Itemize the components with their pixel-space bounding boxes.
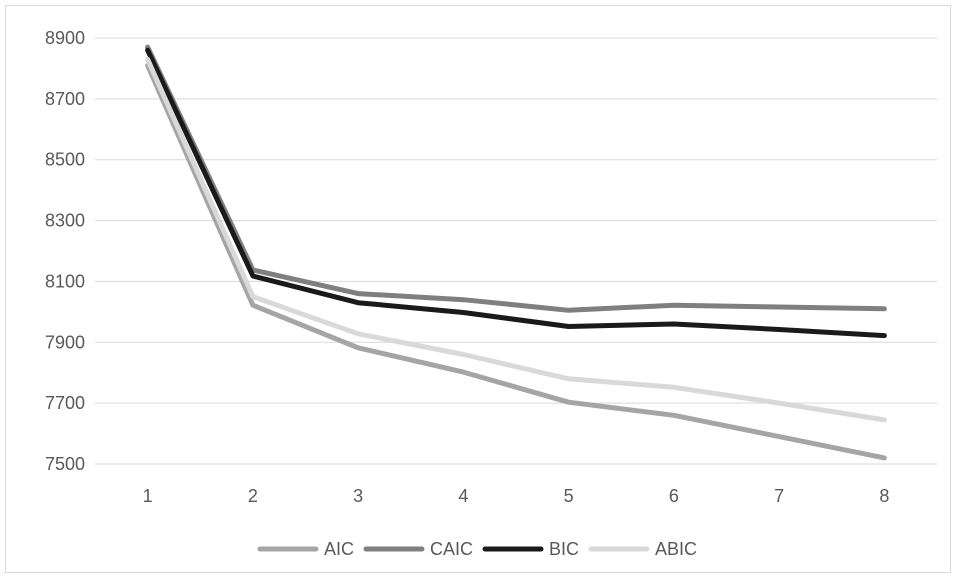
x-tick-label: 1 [143,486,153,506]
x-axis-tick-labels: 1 2 3 4 5 6 7 8 [143,486,890,506]
series-line-bic [145,47,887,339]
x-tick-label: 4 [458,486,468,506]
x-tick-label: 7 [774,486,784,506]
series-line-caic [145,44,887,313]
y-tick-label: 8500 [45,150,85,170]
y-axis-tick-labels: 8900 8700 8500 8300 8100 7900 7700 7500 [45,28,85,474]
legend-label-abic: ABIC [655,539,697,559]
y-tick-label: 8900 [45,28,85,48]
y-tick-label: 8700 [45,89,85,109]
series-line-abic [145,56,887,423]
legend: AIC CAIC BIC ABIC [257,539,697,559]
legend-label-bic: BIC [549,539,579,559]
gridlines [95,37,937,465]
x-tick-label: 8 [879,486,889,506]
y-tick-label: 7500 [45,454,85,474]
x-tick-label: 5 [564,486,574,506]
y-tick-label: 7900 [45,332,85,352]
y-tick-label: 8100 [45,271,85,291]
x-tick-label: 6 [669,486,679,506]
y-tick-label: 8300 [45,211,85,231]
legend-label-aic: AIC [324,539,354,559]
x-tick-label: 3 [353,486,363,506]
series-line-aic [145,62,887,461]
legend-label-caic: CAIC [430,539,473,559]
series-lines [145,44,887,461]
y-tick-label: 7700 [45,393,85,413]
x-tick-label: 2 [248,486,258,506]
